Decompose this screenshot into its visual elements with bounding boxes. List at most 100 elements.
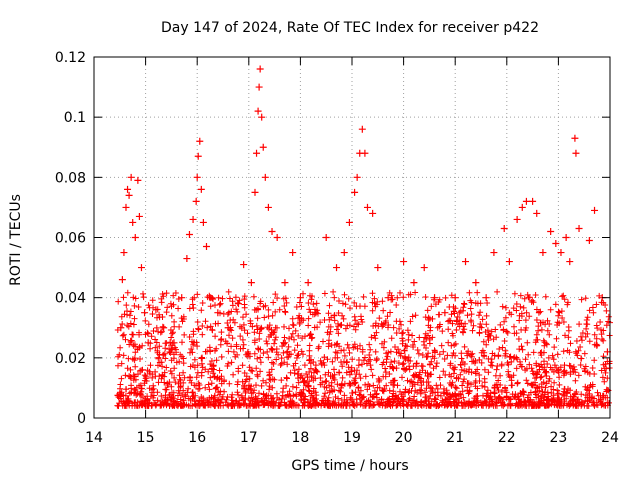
data-point — [552, 240, 560, 248]
data-point — [160, 324, 168, 332]
data-point — [358, 125, 366, 133]
data-point — [253, 149, 261, 157]
data-point — [268, 227, 276, 235]
y-tick-label: 0.02 — [55, 351, 86, 367]
data-point — [566, 258, 574, 266]
data-point — [410, 279, 418, 287]
data-point — [518, 203, 526, 211]
data-point — [505, 258, 513, 266]
y-tick-label: 0.04 — [55, 291, 86, 307]
data-point — [441, 309, 449, 317]
data-point — [431, 294, 439, 302]
data-point — [264, 203, 272, 211]
data-point — [117, 324, 125, 332]
data-point — [125, 191, 133, 199]
x-tick-label: 16 — [188, 430, 206, 446]
data-point — [522, 197, 530, 205]
data-point — [120, 249, 128, 257]
data-point — [304, 279, 312, 287]
data-point — [340, 249, 348, 257]
data-point — [141, 309, 149, 317]
data-point — [374, 264, 382, 272]
data-point — [199, 218, 207, 226]
data-point — [400, 258, 408, 266]
y-tick-label: 0.08 — [55, 170, 86, 186]
data-point — [289, 249, 297, 257]
data-point — [247, 279, 255, 287]
data-point — [224, 324, 232, 332]
data-point — [256, 65, 264, 73]
data-point — [170, 339, 178, 347]
data-point — [240, 261, 248, 269]
x-tick-label: 15 — [137, 430, 155, 446]
x-tick-label: 17 — [240, 430, 258, 446]
data-point — [281, 279, 289, 287]
y-tick-label: 0 — [77, 411, 86, 427]
data-point — [353, 173, 361, 181]
data-point — [369, 209, 377, 217]
data-point — [122, 203, 130, 211]
data-point — [129, 218, 137, 226]
background-noise-band — [114, 288, 613, 409]
data-point — [482, 294, 490, 302]
x-tick-label: 14 — [85, 430, 103, 446]
x-tick-label: 18 — [291, 430, 309, 446]
data-point — [585, 237, 593, 245]
data-point — [189, 215, 197, 223]
data-point — [124, 185, 132, 193]
data-point — [575, 224, 583, 232]
x-axis-ticks: 14 15 16 17 18 19 20 21 22 23 24 — [85, 57, 619, 446]
data-point — [533, 209, 541, 217]
data-point — [193, 173, 201, 181]
data-point — [322, 234, 330, 241]
data-point — [490, 249, 498, 257]
x-tick-label: 19 — [343, 430, 361, 446]
data-point — [557, 249, 565, 257]
data-point — [345, 218, 353, 226]
x-tick-label: 24 — [601, 430, 619, 446]
y-axis-ticks: 0 0.02 0.04 0.06 0.08 0.1 0.12 — [55, 50, 610, 427]
data-point — [261, 173, 269, 181]
data-point — [312, 309, 320, 317]
y-tick-label: 0.12 — [55, 50, 86, 66]
data-point — [513, 215, 521, 223]
data-point — [562, 234, 570, 241]
data-point — [529, 197, 537, 205]
data-point — [202, 243, 210, 251]
data-point — [234, 300, 242, 308]
data-point — [152, 306, 160, 314]
data-point — [197, 185, 205, 193]
data-point — [134, 176, 142, 184]
data-point — [183, 255, 191, 263]
data-point — [571, 134, 579, 142]
data-point — [259, 143, 267, 151]
data-point — [127, 173, 135, 181]
x-axis-label: GPS time / hours — [291, 458, 408, 474]
x-tick-label: 21 — [446, 430, 464, 446]
data-point — [296, 294, 304, 302]
data-point — [462, 258, 470, 266]
data-point — [144, 339, 152, 347]
data-point — [135, 212, 143, 220]
data-point — [258, 113, 266, 121]
data-point — [255, 83, 263, 91]
x-tick-label: 22 — [498, 430, 516, 446]
data-point — [333, 264, 341, 272]
data-point — [137, 264, 145, 272]
data-point — [451, 294, 459, 302]
data-point — [185, 230, 193, 238]
data-point — [591, 206, 599, 214]
data-point — [363, 203, 371, 211]
data-point — [178, 294, 186, 302]
y-axis-label: ROTI / TECUs — [8, 194, 24, 286]
grid-lines — [94, 57, 610, 418]
data-point — [572, 149, 580, 157]
data-point — [214, 309, 222, 317]
data-point — [192, 197, 200, 205]
data-point — [116, 390, 124, 398]
data-point — [251, 188, 259, 196]
data-point — [273, 234, 281, 241]
chart-title: Day 147 of 2024, Rate Of TEC Index for r… — [161, 20, 539, 36]
data-point — [500, 224, 508, 232]
